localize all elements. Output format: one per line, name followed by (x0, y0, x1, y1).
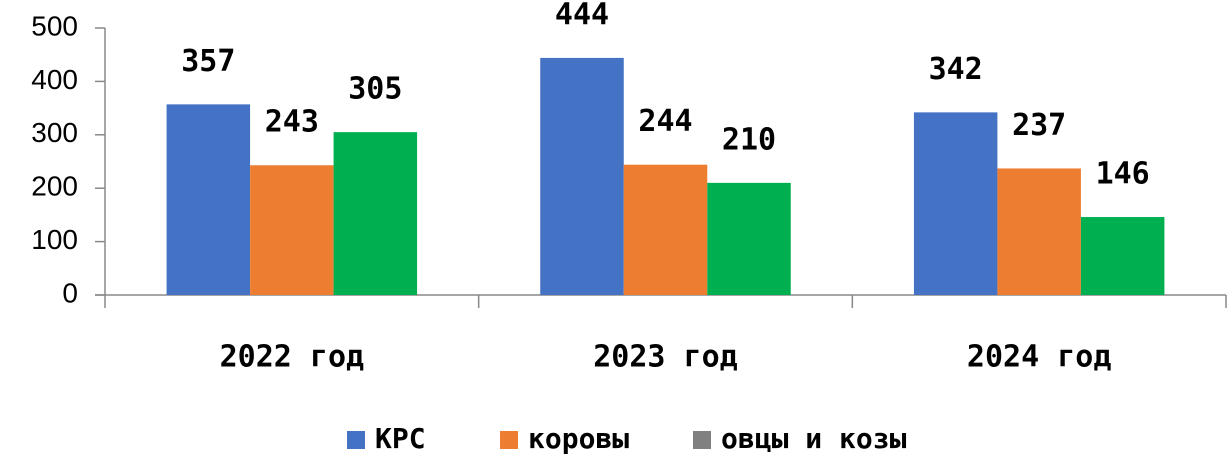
x-tick-label: 2023 год (593, 340, 738, 375)
bar (250, 165, 334, 295)
y-tick-label: 200 (31, 171, 78, 202)
legend-swatch (500, 431, 518, 449)
y-tick-label: 500 (31, 10, 78, 41)
x-tick-label: 2022 год (220, 340, 365, 375)
bar (997, 168, 1081, 295)
y-tick-label: 0 (62, 277, 78, 308)
data-label: 244 (638, 104, 692, 139)
data-label: 444 (555, 0, 609, 32)
bar (540, 57, 624, 296)
y-tick-label: 400 (31, 64, 78, 95)
bar (623, 164, 708, 295)
data-label: 342 (929, 52, 983, 87)
data-label: 237 (1012, 108, 1066, 143)
legend-swatch (693, 431, 711, 449)
legend-label: овцы и козы (721, 422, 907, 455)
legend-label: КРС (375, 422, 426, 455)
y-tick-label: 300 (31, 117, 78, 148)
data-label: 305 (348, 72, 402, 107)
bar (707, 182, 791, 295)
data-label: 210 (722, 122, 776, 157)
legend-label: коровы (528, 422, 629, 455)
y-tick-label: 100 (31, 224, 78, 255)
x-tick-label: 2024 год (967, 340, 1112, 375)
legend-swatch (347, 431, 365, 449)
bar (166, 104, 251, 295)
data-label: 146 (1096, 157, 1150, 192)
data-label: 243 (265, 105, 319, 140)
data-label: 357 (181, 44, 235, 79)
bar (1080, 217, 1165, 295)
bar (333, 132, 418, 295)
bar (913, 112, 998, 295)
